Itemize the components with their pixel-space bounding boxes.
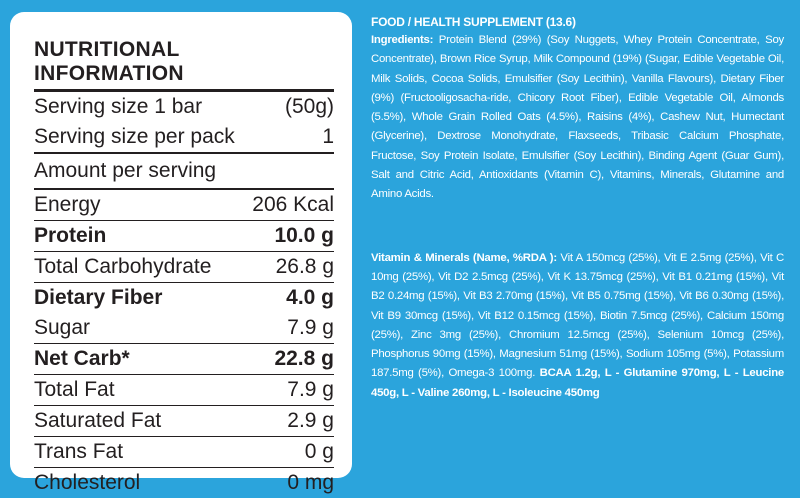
heading: FOOD / HEALTH SUPPLEMENT (13.6) (371, 15, 576, 29)
details: FOOD / HEALTH SUPPLEMENT (13.6) Ingredie… (371, 13, 784, 403)
ingredients-text: Protein Blend (29%) (Soy Nuggets, Whey P… (371, 34, 784, 201)
vitamins-bold: BCAA 1.2g, L - Glutamine 970mg, L - Leuc… (371, 367, 785, 399)
nutrition-rows: Serving size 1 bar (50g) Serving size per … (34, 92, 334, 498)
nutrition-panel: NUTRITIONAL INFORMATION Serving size 1 b… (10, 12, 352, 494)
ingredients-label: Ingredients: (371, 34, 434, 46)
row-label: Protein (34, 224, 107, 247)
label: NUTRITIONAL INFORMATION Serving size 1 b… (10, 12, 784, 494)
nutrition-row: Total Carbohydrate 26.8 g (34, 251, 334, 282)
row-label: Saturated Fat (34, 409, 162, 432)
nutrition-row: Dietary Fiber 4.0 g (34, 282, 334, 313)
row-label: Dietary Fiber (34, 286, 163, 309)
ingredients: Ingredients: Protein Blend (29%) (Soy Nu… (371, 31, 784, 205)
row-value: 0 g (304, 440, 334, 463)
nutrition-row: Net Carb* 22.8 g (34, 343, 334, 374)
row-label: Net Carb* (34, 347, 130, 370)
row-label: Total Carbohydrate (34, 255, 212, 278)
vitamins: Vitamin & Minerals (Name, %RDA ): Vit A … (371, 249, 784, 403)
nutrition-row: Sugar 7.9 g (34, 313, 334, 343)
nutrition-row: Cholesterol 0 mg (34, 467, 334, 498)
row-label: Amount per serving (34, 159, 217, 182)
nutrition-row: Protein 10.0 g (34, 220, 334, 251)
nutrition-row: Amount per serving (34, 152, 334, 188)
nutrition-row: Saturated Fat 2.9 g (34, 405, 334, 436)
vitamins-label: Vitamin & Minerals (Name, %RDA ): (371, 251, 557, 264)
row-value: 4.0 g (286, 286, 334, 309)
row-label: Energy (34, 193, 101, 216)
row-value: 0 mg (287, 471, 334, 494)
row-label: Trans Fat (34, 440, 124, 463)
row-label: Serving size per pack (34, 125, 235, 148)
nutrition-row: Serving size 1 bar (50g) (34, 92, 334, 122)
row-value: 26.8 g (275, 255, 334, 278)
nutrition-row: Total Fat 7.9 g (34, 374, 334, 405)
row-label: Cholesterol (34, 471, 141, 494)
row-value: 1 (322, 125, 334, 148)
row-value: 206 Kcal (252, 193, 334, 216)
row-value: 7.9 g (287, 378, 334, 401)
nutrition-row: Serving size per pack 1 (34, 122, 334, 152)
row-label: Serving size 1 bar (34, 95, 203, 118)
nutrition-title: NUTRITIONAL INFORMATION (34, 38, 334, 92)
row-value: 2.9 g (287, 409, 334, 432)
row-value: 7.9 g (287, 316, 334, 339)
row-value: 10.0 g (274, 224, 334, 247)
nutrition-row: Trans Fat 0 g (34, 436, 334, 467)
nutrition-row: Energy 206 Kcal (34, 188, 334, 220)
row-value: (50g) (284, 95, 334, 118)
row-label: Sugar (34, 316, 91, 339)
row-value: 22.8 g (274, 347, 334, 370)
row-label: Total Fat (34, 378, 115, 401)
vitamins-text: Vit A 150mcg (25%), Vit E 2.5mg (25%), V… (371, 251, 784, 380)
